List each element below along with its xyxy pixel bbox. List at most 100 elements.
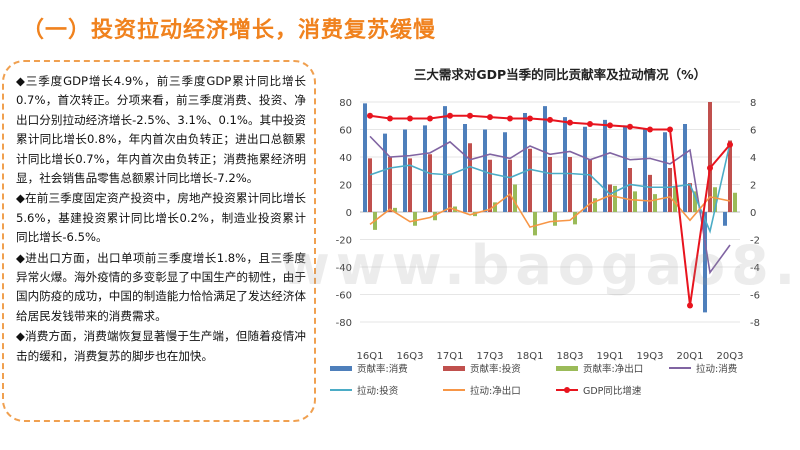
bar-2 [493,202,497,212]
legend-label: 贡献率:投资 [470,363,521,375]
bar-0 [683,124,687,212]
bar-0 [403,129,407,212]
gdp-marker [407,115,413,122]
gdp-marker [447,112,453,119]
y-right-tick-label: 0 [750,208,756,219]
y-left-tick-label: 80 [339,98,352,109]
bar-2 [653,194,657,212]
y-left-tick-label: -20 [336,236,352,247]
bar-0 [603,119,607,212]
y-left-tick-label: 0 [346,208,352,219]
y-right-tick-label: 2 [750,181,756,192]
y-left-tick-label: -80 [336,318,352,329]
gdp-marker [667,126,673,133]
bar-1 [368,158,372,212]
bar-1 [448,173,452,212]
line-series-0 [369,135,731,275]
y-left-tick-label: 20 [339,181,352,192]
bar-2 [613,185,617,212]
legend-label: 拉动:净出口 [470,385,521,397]
bar-2 [513,184,517,212]
summary-paragraph: ◆进出口方面，出口单项前三季度增长1.8%，且三季度异常火爆。海外疫情的多变彰显… [16,250,306,323]
gdp-marker [627,123,633,130]
gdp-marker [647,126,653,133]
gdp-marker [707,165,713,171]
bar-0 [503,132,507,212]
bar-2 [693,191,697,212]
line-series-1 [369,143,731,234]
x-tick-label: 18Q3 [557,351,584,362]
bar-2 [633,191,637,212]
bar-0 [643,129,647,212]
legend-label: GDP同比增速 [583,385,642,397]
gdp-marker [607,122,613,129]
gdp-marker [487,114,493,121]
bar-1 [628,168,632,212]
bar-0 [523,113,527,212]
x-tick-label: 17Q3 [477,351,504,362]
page-title: （一）投资拉动经济增长，消费复苏缓慢 [22,18,437,43]
bar-0 [543,106,547,212]
line-series-2 [369,192,731,229]
bar-0 [723,212,727,226]
bar-0 [583,126,587,212]
y-right-tick-label: -4 [750,263,760,274]
bar-2 [733,192,737,212]
legend-swatch [564,387,570,393]
bar-0 [363,103,367,212]
legend-label: 贡献率:消费 [357,363,408,375]
gdp-marker [547,116,553,123]
bar-1 [608,184,612,212]
bar-0 [703,212,707,313]
bar-0 [623,125,627,212]
bar-1 [588,159,592,212]
summary-textbox: ◆三季度GDP增长4.9%，前三季度GDP累计同比增长0.7%，首次转正。分项来… [2,60,316,422]
bar-2 [593,198,597,212]
y-right-tick-label: 8 [750,98,756,109]
bar-0 [443,106,447,212]
bar-1 [408,158,412,212]
y-right-tick-label: -8 [750,318,760,329]
legend-label: 拉动:消费 [696,363,737,375]
gdp-marker [567,119,573,126]
bar-2 [713,187,717,212]
bar-2 [393,207,397,212]
y-left-tick-label: -60 [336,291,352,302]
x-tick-label: 16Q1 [357,351,384,362]
y-right-tick-label: 4 [750,153,756,164]
bar-1 [488,159,492,212]
bar-2 [673,185,677,212]
bar-0 [563,117,567,212]
summary-paragraph: ◆在前三季度固定资产投资中，房地产投资累计同比增长5.6%，基建投资累计同比增长… [16,191,306,245]
bar-1 [388,157,392,212]
x-tick-label: 18Q1 [517,351,544,362]
x-tick-label: 16Q3 [397,351,424,362]
y-left-tick-label: 60 [339,126,352,137]
bar-1 [528,148,532,212]
bar-1 [728,140,732,212]
bar-0 [483,129,487,212]
bar-0 [663,132,667,212]
summary-paragraph: ◆消费方面，消费端恢复显著慢于生产端，但随着疫情冲击的缓和，消费复苏的脚步也在加… [16,329,306,363]
y-left-tick-label: 40 [339,153,352,164]
legend-swatch [330,366,352,371]
gdp-marker [727,141,733,148]
bar-1 [708,102,712,212]
bar-1 [548,157,552,212]
legend-swatch [443,366,465,371]
gdp-marker [687,302,693,309]
legend-swatch [556,366,578,371]
bar-1 [468,143,472,212]
bar-1 [508,159,512,212]
gdp-marker [527,115,533,122]
y-right-tick-label: -6 [750,291,760,302]
summary-paragraph: ◆三季度GDP增长4.9%，前三季度GDP累计同比增长0.7%，首次转正。分项来… [16,74,306,186]
gdp-marker [367,112,373,119]
bar-0 [383,133,387,212]
bar-1 [648,174,652,212]
legend-label: 拉动:投资 [357,385,399,397]
x-tick-label: 20Q3 [717,351,744,362]
bar-1 [668,168,672,212]
gdp-marker [507,115,513,122]
bar-1 [568,157,572,212]
